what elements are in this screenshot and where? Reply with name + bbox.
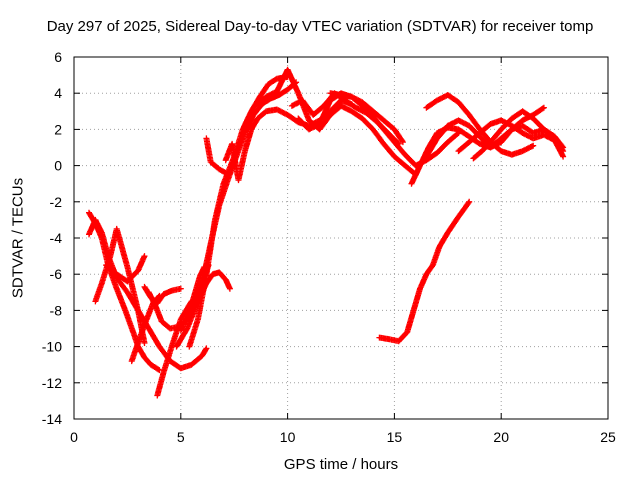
point-markers [254, 66, 419, 178]
y-tick-label: -10 [42, 339, 62, 355]
data-series [376, 198, 473, 345]
y-tick-label: -8 [50, 302, 63, 318]
y-tick-label: -12 [42, 375, 62, 391]
y-tick-label: -2 [50, 194, 63, 210]
y-tick-label: 4 [54, 85, 62, 101]
data-series [92, 225, 148, 346]
point-markers [327, 90, 462, 169]
data-series [254, 66, 419, 178]
y-tick-label: -4 [50, 230, 63, 246]
point-markers [203, 135, 229, 176]
chart-title: Day 297 of 2025, Sidereal Day-to-day VTE… [46, 18, 594, 35]
data-series [327, 90, 462, 169]
data-series [470, 108, 567, 162]
data-series [177, 264, 208, 334]
point-markers [103, 253, 148, 285]
data-series [203, 135, 229, 176]
y-axis-label: SDTVAR / TECUs [9, 177, 27, 299]
point-markers [186, 73, 291, 350]
y-tick-label: 2 [54, 121, 62, 137]
axis-ticks: 0 5 10 15 20 25 -14 -12 -10 -8 -6 -4 -2 0 2 4 6 [42, 49, 616, 445]
x-tick-label: 20 [493, 429, 509, 445]
x-tick-label: 5 [177, 429, 185, 445]
point-markers [376, 198, 473, 345]
point-markers [470, 108, 567, 162]
x-tick-label: 25 [600, 429, 616, 445]
y-tick-label: -6 [50, 266, 63, 282]
x-tick-label: 0 [70, 429, 78, 445]
point-markers [92, 225, 148, 346]
y-tick-label: 6 [54, 49, 62, 65]
data-series [408, 104, 547, 187]
x-axis-label: GPS time / hours [283, 456, 399, 473]
data-series [186, 73, 291, 350]
y-tick-label: -14 [42, 411, 62, 427]
data-series [103, 253, 148, 285]
y-tick-label: 0 [54, 158, 62, 174]
point-markers [408, 104, 547, 187]
data-points [86, 66, 567, 399]
point-markers [177, 264, 208, 334]
x-tick-label: 10 [280, 429, 296, 445]
x-tick-label: 15 [387, 429, 403, 445]
